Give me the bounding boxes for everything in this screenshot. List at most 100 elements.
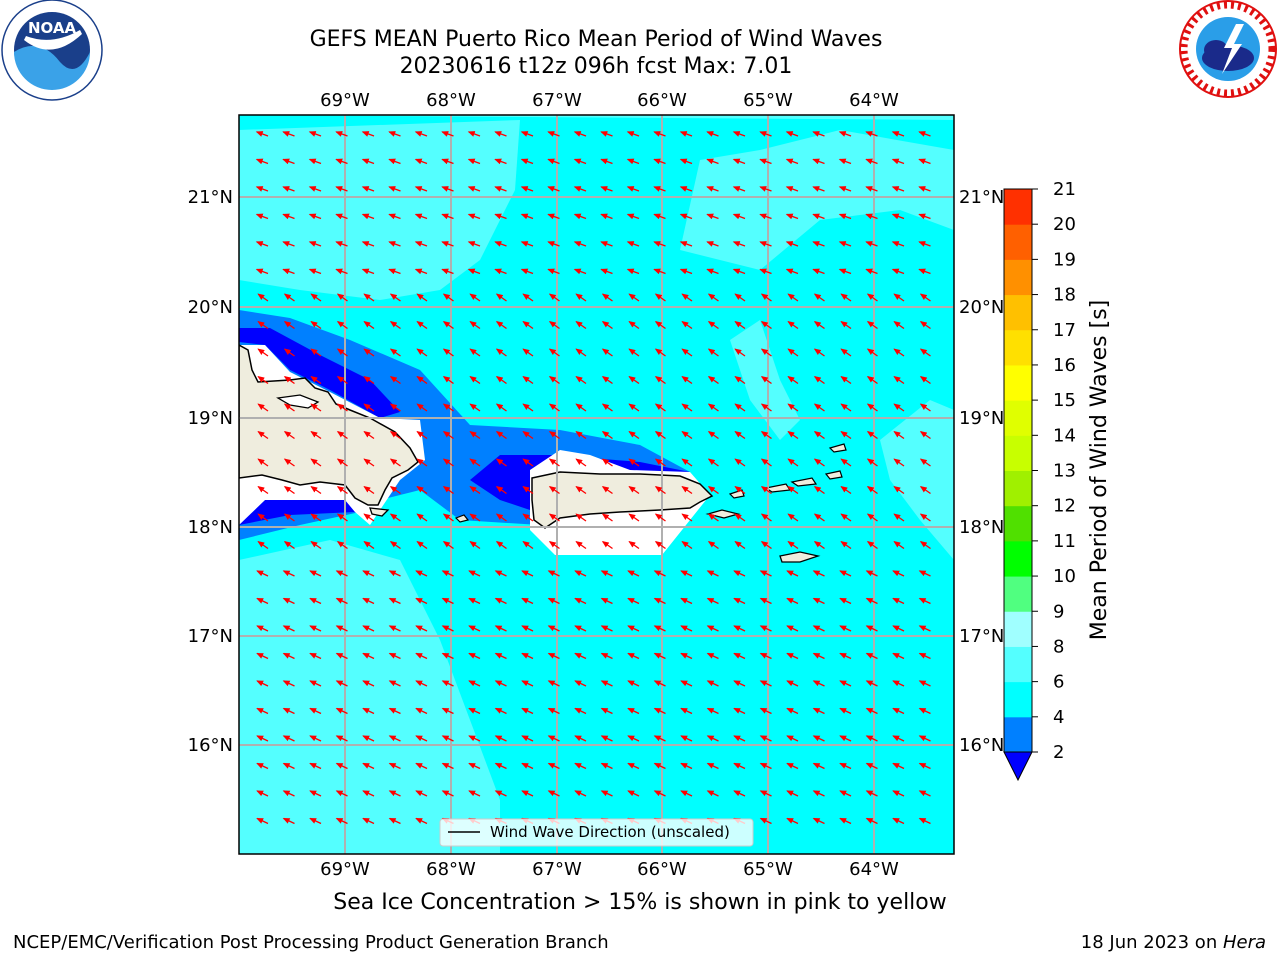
wind-wave-arrow bbox=[732, 241, 746, 247]
wind-wave-arrow bbox=[547, 707, 560, 715]
wind-wave-arrow bbox=[388, 707, 401, 715]
wind-wave-arrow bbox=[627, 707, 640, 715]
wind-wave-arrow bbox=[891, 186, 905, 192]
wind-wave-arrow bbox=[732, 268, 746, 275]
wind-wave-arrow bbox=[309, 707, 322, 715]
wind-wave-arrow bbox=[282, 213, 295, 220]
wind-wave-arrow bbox=[918, 213, 931, 220]
wind-wave-arrow bbox=[654, 321, 666, 330]
wind-wave-arrow bbox=[283, 458, 295, 467]
wind-wave-arrow bbox=[866, 293, 878, 302]
wind-wave-arrow bbox=[310, 321, 322, 330]
wind-wave-arrow bbox=[520, 241, 534, 247]
wind-wave-arrow bbox=[733, 790, 746, 797]
wind-wave-arrow bbox=[495, 293, 507, 302]
wind-wave-arrow bbox=[759, 762, 772, 770]
wind-wave-arrow bbox=[442, 376, 454, 385]
wind-wave-arrow bbox=[256, 597, 269, 605]
wind-wave-arrow bbox=[522, 458, 534, 467]
wind-wave-arrow bbox=[256, 570, 269, 577]
wind-wave-arrow bbox=[521, 597, 534, 605]
wind-wave-arrow bbox=[255, 131, 269, 137]
wind-wave-arrow bbox=[256, 790, 269, 797]
wind-wave-arrow bbox=[653, 131, 666, 137]
wind-wave-arrow bbox=[891, 158, 905, 165]
wind-wave-arrow bbox=[918, 186, 931, 192]
wind-wave-arrow bbox=[601, 541, 613, 550]
wind-wave-arrow bbox=[548, 513, 560, 522]
wind-wave-arrow bbox=[573, 186, 587, 192]
wind-wave-arrow bbox=[812, 817, 825, 825]
wind-wave-arrow bbox=[601, 321, 613, 330]
wind-wave-arrow bbox=[467, 186, 481, 192]
wind-wave-arrow bbox=[256, 762, 269, 770]
map-area bbox=[239, 115, 954, 854]
wind-wave-arrow bbox=[547, 790, 560, 797]
wind-wave-arrow bbox=[627, 652, 640, 660]
wind-wave-arrow bbox=[706, 213, 719, 220]
wind-wave-arrow bbox=[441, 680, 454, 687]
lat-label: 16°N bbox=[959, 735, 1004, 756]
wind-wave-arrow bbox=[442, 458, 454, 467]
wind-wave-arrow bbox=[336, 376, 348, 385]
wind-wave-arrow bbox=[760, 486, 772, 495]
wind-wave-arrow bbox=[760, 431, 772, 440]
wind-wave-arrow bbox=[415, 652, 428, 660]
wind-wave-arrow bbox=[681, 403, 693, 412]
map-frame bbox=[238, 114, 955, 855]
colorbar-tick-label: 16 bbox=[1053, 355, 1076, 376]
wind-wave-arrow bbox=[892, 570, 905, 577]
wind-wave-arrow bbox=[574, 597, 587, 605]
wind-wave-arrow bbox=[891, 213, 905, 220]
wind-wave-arrow bbox=[628, 513, 640, 522]
wind-wave-arrow bbox=[414, 268, 428, 275]
wind-wave-arrow bbox=[706, 735, 719, 742]
wind-wave-arrow bbox=[653, 707, 666, 715]
wind-wave-arrow bbox=[812, 652, 825, 660]
wind-wave-arrow bbox=[335, 158, 348, 165]
wind-wave-arrow bbox=[494, 597, 507, 605]
colorbar-tick-label: 20 bbox=[1053, 214, 1076, 235]
wind-wave-arrow bbox=[256, 680, 269, 687]
lat-label: 20°N bbox=[959, 297, 1004, 318]
wind-wave-arrow bbox=[680, 625, 693, 632]
wind-wave-arrow bbox=[760, 376, 772, 385]
wind-wave-arrow bbox=[706, 131, 719, 137]
ocean-6-8-sw bbox=[239, 540, 500, 854]
wind-wave-arrow bbox=[600, 268, 613, 275]
wind-wave-arrow bbox=[389, 321, 401, 330]
wind-wave-arrow bbox=[574, 762, 587, 770]
wind-wave-arrow bbox=[414, 186, 428, 192]
wind-wave-arrow bbox=[838, 186, 852, 192]
lat-label: 19°N bbox=[188, 408, 233, 429]
wind-wave-arrow bbox=[522, 541, 534, 550]
wind-wave-arrow bbox=[521, 735, 534, 742]
wind-wave-arrow bbox=[681, 458, 693, 467]
wind-wave-arrow bbox=[415, 735, 428, 742]
wind-wave-arrow bbox=[495, 458, 507, 467]
wind-wave-arrow bbox=[361, 213, 375, 220]
wind-wave-arrow bbox=[732, 186, 746, 192]
wind-wave-arrow bbox=[892, 597, 905, 605]
wind-wave-arrow bbox=[361, 241, 375, 247]
wind-wave-arrow bbox=[892, 625, 905, 632]
wind-wave-arrow bbox=[469, 403, 481, 412]
wind-wave-arrow bbox=[759, 790, 772, 797]
wind-wave-arrow bbox=[574, 735, 587, 742]
wind-wave-arrow bbox=[787, 376, 799, 385]
wind-wave-arrow bbox=[416, 486, 428, 495]
wind-wave-arrow bbox=[653, 762, 666, 770]
wind-wave-arrow bbox=[336, 293, 348, 302]
lat-label: 21°N bbox=[959, 187, 1004, 208]
wind-wave-arrow bbox=[812, 213, 825, 220]
wind-wave-arrow bbox=[866, 486, 878, 495]
wind-wave-arrow bbox=[310, 376, 322, 385]
wind-wave-arrow bbox=[918, 762, 931, 770]
wind-wave-arrow bbox=[469, 486, 481, 495]
wind-wave-arrow bbox=[282, 735, 295, 742]
wind-wave-arrow bbox=[734, 376, 746, 385]
wind-wave-arrow bbox=[547, 735, 560, 742]
colorbar-label: Mean Period of Wind Waves [s] bbox=[1087, 300, 1112, 640]
wind-wave-arrow bbox=[626, 158, 640, 165]
